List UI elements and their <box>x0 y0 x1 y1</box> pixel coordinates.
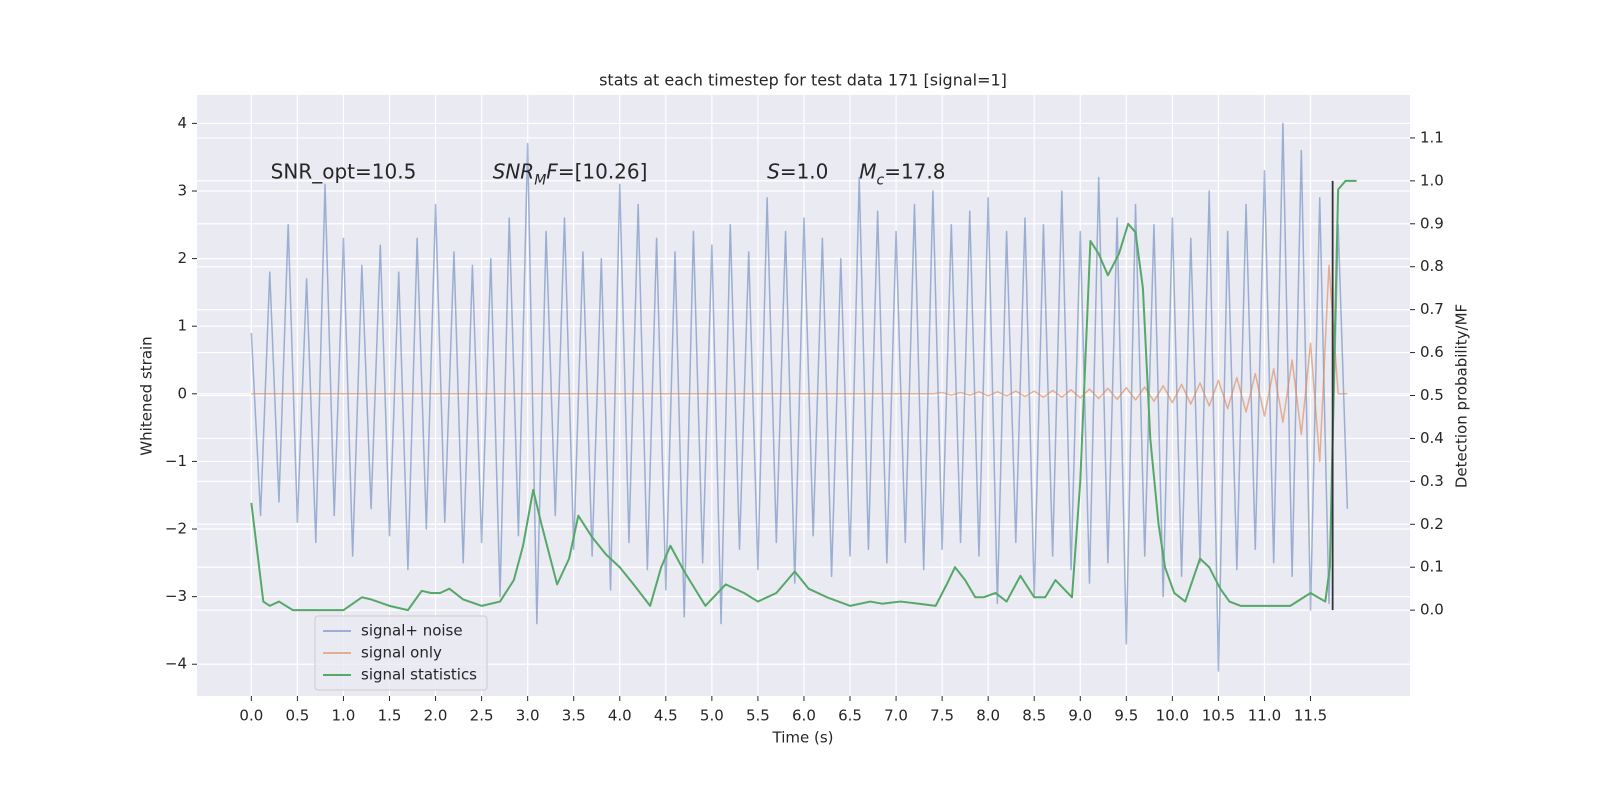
y-tick-label: 1 <box>177 317 187 335</box>
x-tick-label: 10.0 <box>1156 707 1189 725</box>
y-tick-label: 3 <box>177 181 187 199</box>
x-tick-label: 7.0 <box>884 707 908 725</box>
annotation-part: =1.0 <box>780 159 829 183</box>
y2-tick-label: 0.1 <box>1420 558 1444 576</box>
chart-title: stats at each timestep for test data 171… <box>599 71 1007 90</box>
y2-tick-label: 0.2 <box>1420 515 1444 533</box>
annotation: SNR_opt=10.5 <box>271 159 417 183</box>
x-tick-label: 3.5 <box>562 707 586 725</box>
x-tick-label: 5.0 <box>700 707 724 725</box>
series-line <box>250 122 1349 672</box>
y-tick-label: −1 <box>165 452 187 470</box>
x-tick-label: 9.5 <box>1114 707 1138 725</box>
y2-tick-label: 1.0 <box>1420 171 1444 189</box>
y-tick-label: 0 <box>177 384 187 402</box>
y-tick-label: −2 <box>165 520 187 538</box>
y2-tick-label: 0.8 <box>1420 257 1444 275</box>
y-tick-label: −4 <box>165 655 187 673</box>
y2-tick-label: 0.4 <box>1420 429 1444 447</box>
series-line <box>250 179 1357 612</box>
x-tick-label: 2.5 <box>470 707 494 725</box>
x-tick-label: 7.5 <box>930 707 954 725</box>
x-tick-label: 10.5 <box>1202 707 1235 725</box>
annotation: Mc=17.8 <box>859 159 945 189</box>
x-tick-label: 8.5 <box>1022 707 1046 725</box>
y2-tick-label: 0.0 <box>1420 601 1444 619</box>
x-tick-label: 4.5 <box>654 707 678 725</box>
annotation-part: SNR <box>493 159 535 183</box>
x-tick-label: 0.5 <box>285 707 309 725</box>
annotation-part: =17.8 <box>884 159 945 183</box>
legend-label: signal statistics <box>361 666 477 684</box>
x-tick-label: 3.0 <box>516 707 540 725</box>
x-tick-label: 4.0 <box>608 707 632 725</box>
y2-tick-label: 0.5 <box>1420 386 1444 404</box>
annotation: SNRMF=[10.26] <box>493 159 648 189</box>
x-tick-label: 11.5 <box>1294 707 1327 725</box>
annotation-part: S <box>767 159 780 183</box>
annotation-part: c <box>876 173 884 189</box>
x-axis-label: Time (s) <box>772 729 834 747</box>
y2-tick-label: 1.1 <box>1420 128 1444 146</box>
x-tick-label: 11.0 <box>1248 707 1281 725</box>
annotation-part: M <box>534 173 546 189</box>
y-tick-label: 2 <box>177 249 187 267</box>
y-tick-label: 4 <box>177 114 187 132</box>
x-tick-label: 0.0 <box>239 707 263 725</box>
y-axis-label: Whitened strain <box>138 336 156 455</box>
y2-axis-label: Detection probability/MF <box>1453 304 1471 488</box>
annotation: S=1.0 <box>767 159 828 183</box>
x-tick-label: 1.0 <box>332 707 356 725</box>
y2-tick-label: 0.9 <box>1420 214 1444 232</box>
x-tick-label: 8.0 <box>976 707 1000 725</box>
annotation-part: SNR_opt=10.5 <box>271 159 417 183</box>
x-tick-label: 6.0 <box>792 707 816 725</box>
legend-box <box>314 615 488 691</box>
annotation-part: =[10.26] <box>558 159 648 183</box>
legend-label: signal+ noise <box>361 622 463 640</box>
x-tick-label: 2.0 <box>424 707 448 725</box>
y2-tick-label: 0.6 <box>1420 343 1444 361</box>
y-tick-label: −3 <box>165 587 187 605</box>
x-tick-label: 1.5 <box>378 707 402 725</box>
annotation-part: M <box>859 159 876 183</box>
y2-tick-label: 0.7 <box>1420 300 1444 318</box>
legend-label: signal only <box>361 644 442 662</box>
x-tick-label: 5.5 <box>746 707 770 725</box>
y2-tick-label: 0.3 <box>1420 472 1444 490</box>
x-tick-label: 6.5 <box>838 707 862 725</box>
series-line <box>251 264 1348 463</box>
annotation-part: F <box>546 159 558 183</box>
x-tick-label: 9.0 <box>1068 707 1092 725</box>
